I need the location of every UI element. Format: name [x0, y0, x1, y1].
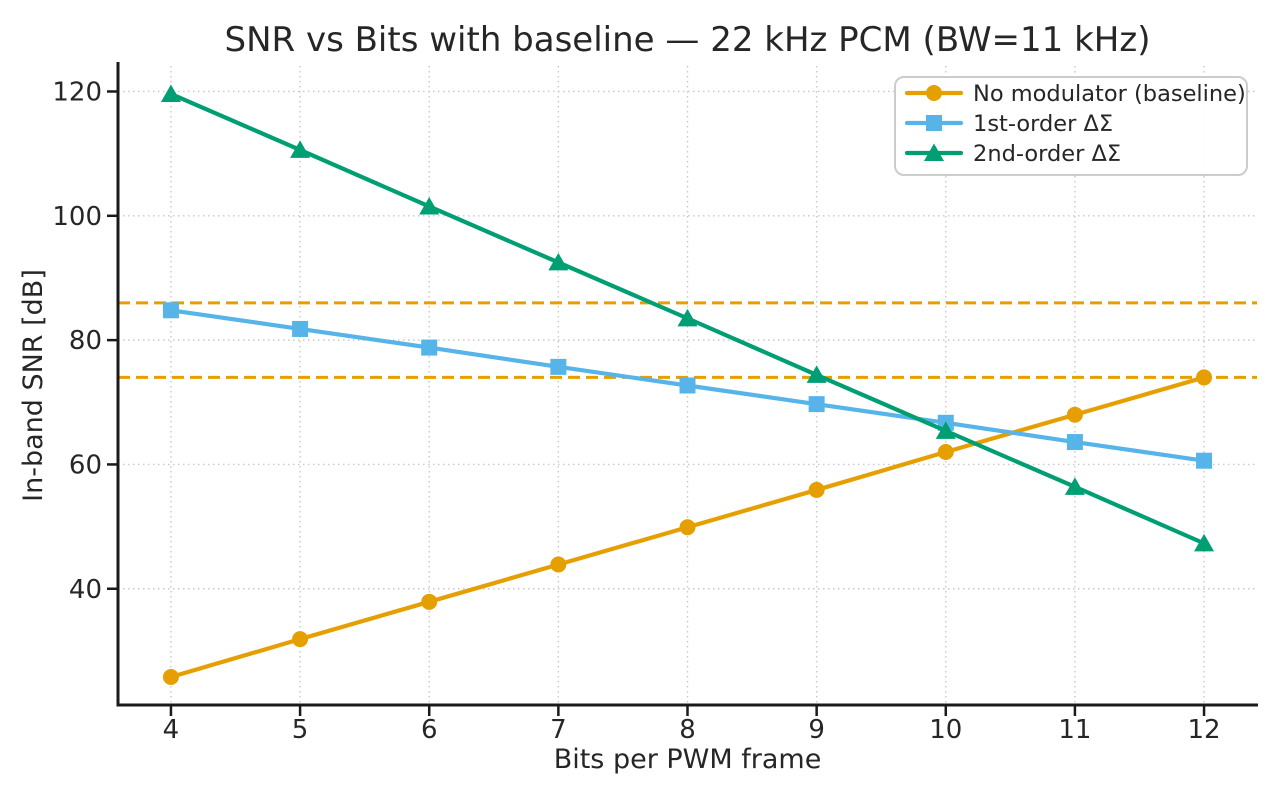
triangle-marker [1194, 533, 1215, 552]
triangle-marker [677, 308, 698, 327]
y-tick-label: 40 [69, 575, 102, 605]
y-tick-label: 80 [69, 326, 102, 356]
legend-item: 1st-order ΔΣ [904, 111, 1113, 137]
x-tick-label: 8 [679, 715, 696, 745]
circle-marker [550, 556, 567, 573]
square-marker [808, 396, 825, 413]
reference-lines [118, 301, 1257, 379]
square-marker [1196, 452, 1213, 469]
circle-marker [937, 444, 954, 461]
legend-square-marker [926, 115, 942, 131]
triangle-marker [290, 140, 311, 158]
x-tick-label: 6 [421, 715, 438, 745]
legend: No modulator (baseline) 1st-order ΔΣ 2nd-o… [894, 76, 1248, 176]
x-axis-label: Bits per PWM frame [554, 744, 822, 775]
y-tick-label: 100 [52, 202, 102, 232]
legend-label: 2nd-order ΔΣ [973, 141, 1121, 167]
square-marker [162, 302, 179, 319]
circle-marker [421, 593, 438, 610]
chart-title: SNR vs Bits with baseline — 22 kHz PCM (… [225, 20, 1151, 60]
circle-marker [1196, 369, 1213, 386]
x-tick-label: 10 [929, 715, 962, 745]
x-tick-label: 5 [292, 715, 309, 745]
y-tick-labels: 40 60 80 100 120 [52, 77, 102, 604]
axis-ticks [107, 90, 1206, 716]
x-tick-labels: 4 5 6 7 8 9 10 11 12 [163, 715, 1221, 745]
square-marker [421, 339, 438, 356]
x-tick-label: 4 [163, 715, 180, 745]
legend-triangle-marker [924, 143, 944, 161]
triangle-marker [548, 252, 569, 271]
triangle-marker [160, 84, 181, 102]
y-tick-label: 120 [52, 77, 102, 107]
series-baseline [162, 369, 1213, 686]
circle-marker [162, 669, 179, 686]
x-tick-label: 7 [550, 715, 567, 745]
x-tick-label: 12 [1188, 715, 1221, 745]
square-marker [550, 358, 567, 375]
circle-marker [808, 481, 825, 498]
legend-label: 1st-order ΔΣ [973, 111, 1113, 137]
series-second-order [160, 84, 1215, 552]
legend-box [894, 76, 1248, 176]
circle-marker [679, 519, 696, 536]
legend-circle-marker [926, 85, 942, 101]
square-marker [292, 320, 309, 337]
x-tick-label: 9 [808, 715, 825, 745]
axes-spines [116, 62, 1258, 707]
triangle-marker [935, 421, 956, 439]
circle-marker [292, 631, 309, 648]
legend-label: No modulator (baseline) [973, 81, 1246, 107]
legend-item: No modulator (baseline) [904, 81, 1246, 107]
x-tick-label: 11 [1058, 715, 1091, 745]
square-marker [1066, 434, 1083, 451]
circle-marker [1066, 406, 1083, 423]
series-first-order [162, 302, 1213, 469]
triangle-marker [419, 196, 440, 215]
y-axis-label: In-band SNR [dB] [18, 269, 49, 502]
triangle-marker [806, 365, 827, 383]
square-marker [679, 377, 696, 394]
y-tick-label: 60 [69, 450, 102, 480]
triangle-marker [1064, 477, 1085, 495]
legend-item: 2nd-order ΔΣ [904, 141, 1121, 167]
